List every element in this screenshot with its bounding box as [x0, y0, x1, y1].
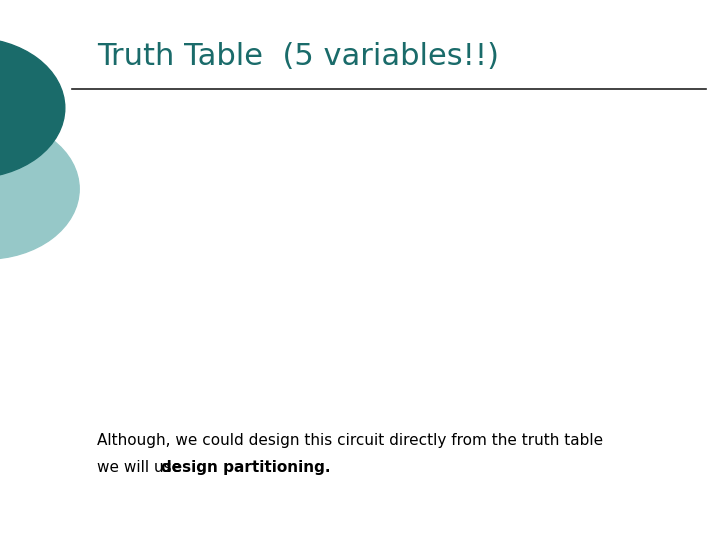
Text: we will use: we will use — [97, 460, 186, 475]
Text: Truth Table  (5 variables!!): Truth Table (5 variables!!) — [97, 42, 499, 71]
Circle shape — [0, 38, 65, 178]
Text: design partitioning.: design partitioning. — [161, 460, 330, 475]
Text: Although, we could design this circuit directly from the truth table: Although, we could design this circuit d… — [97, 433, 603, 448]
Circle shape — [0, 119, 79, 259]
